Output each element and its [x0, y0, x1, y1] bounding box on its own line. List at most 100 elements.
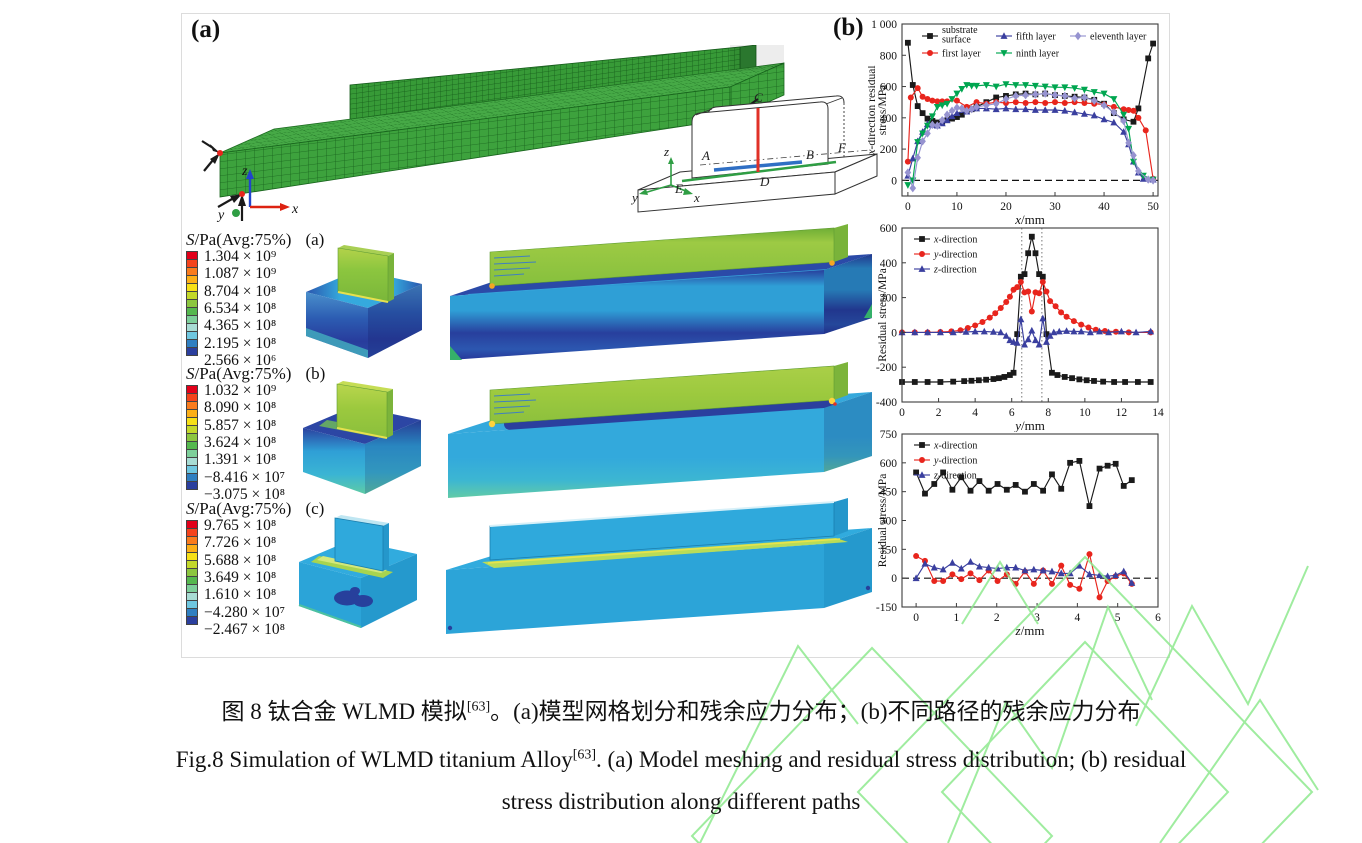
svg-text:0: 0 [891, 327, 897, 339]
colorbar-value: 8.090 × 10⁸ [204, 399, 277, 417]
svg-text:x/mm: x/mm [1014, 212, 1045, 226]
svg-text:600: 600 [880, 223, 898, 235]
substrate-shade [824, 392, 872, 472]
svg-text:8: 8 [1045, 407, 1051, 419]
svg-text:6: 6 [1009, 407, 1015, 419]
svg-text:10: 10 [951, 201, 963, 213]
wall-end-streaks [493, 393, 537, 415]
path-schematic: C D A B E F z y x [630, 90, 878, 213]
subpanel-label: (a) [305, 230, 325, 249]
schematic-edge [825, 97, 843, 105]
svg-text:x-direction: x-direction [933, 441, 977, 452]
svg-text:fifth layer: fifth layer [1016, 32, 1056, 43]
colorbar-value: 5.857 × 10⁸ [204, 416, 277, 434]
schematic-z-label: z [663, 144, 669, 159]
contour-c-section [298, 515, 417, 628]
colorbar-cell [186, 481, 198, 490]
panel-a-label: (a) [191, 16, 221, 43]
chart-y-path: 0 2 4 6 8 10 12 14 -400 -200 0 200 400 600 y/mm Residua… [876, 223, 1164, 432]
colorbar-values: 9.765 × 10⁸ 7.726 × 10⁸ 5.688 × 10⁸ 3.649 ×… [204, 518, 322, 637]
svg-text:1: 1 [954, 612, 960, 624]
substrate-front [303, 428, 365, 494]
colorbar-gradient [186, 520, 198, 625]
svg-text:450: 450 [880, 487, 898, 499]
wall-top-highlight [489, 501, 835, 527]
schematic-y-label: y [630, 190, 638, 205]
substrate-front [446, 544, 824, 634]
colorbar-value: −2.467 × 10⁸ [204, 620, 286, 638]
stress-colorbar-a: S/Pa(Avg:75%) (a) 1.304 × 10⁹ 1.087 × 10⁹ 8… [186, 230, 346, 368]
colorbar-value: 1.610 × 10⁸ [204, 586, 277, 604]
wall-side [834, 224, 848, 262]
svg-text:Residual stress/MPa: Residual stress/MPa [877, 474, 889, 568]
citation-ref: [63] [572, 747, 597, 763]
colorbar-values: 1.304 × 10⁹ 1.087 × 10⁹ 8.704 × 10⁸ 6.534 ×… [204, 249, 322, 368]
point-C-label: C [754, 90, 763, 105]
svg-text:600: 600 [880, 458, 898, 470]
colorbar-value: 6.534 × 10⁸ [204, 299, 277, 317]
caption-zh: 图 8 钛合金 WLMD 模拟[63]。(a)模型网格划分和残余应力分布；(b)… [221, 699, 1141, 724]
mesh-axis-triad: z x y [216, 164, 299, 223]
colorbar-value: −4.280 × 10⁷ [204, 603, 286, 621]
point-B-label: B [806, 147, 814, 162]
z-axis-label: z [241, 164, 248, 179]
colorbar-value: −8.416 × 10⁷ [204, 468, 286, 486]
svg-text:0: 0 [913, 612, 919, 624]
svg-text:4: 4 [1074, 612, 1080, 624]
svg-text:2: 2 [936, 407, 942, 419]
point-F-label: F [837, 140, 847, 155]
schematic-x-label: x [693, 190, 700, 205]
svg-text:ninth layer: ninth layer [1016, 49, 1060, 60]
corner-dot [447, 625, 453, 631]
colorbar-value: 8.704 × 10⁸ [204, 282, 277, 300]
substrate-side [368, 284, 422, 358]
panel-b-label: (b) [833, 14, 864, 41]
colorbar-title: S/Pa(Avg:75%) (a) [186, 230, 325, 249]
colorbar-value: 1.032 × 10⁹ [204, 382, 277, 399]
substrate-shade [368, 284, 422, 358]
colorbar-value: 5.688 × 10⁸ [204, 551, 277, 569]
svg-text:50: 50 [1147, 201, 1159, 213]
navy-blob [353, 595, 373, 607]
x-axis-label: x [291, 202, 299, 217]
contour-c-full [446, 498, 872, 634]
chart-z-path: 0 1 2 3 4 5 6-1500150300450600750z/mmResidual … [876, 429, 1161, 638]
schematic-wall-front [691, 101, 829, 179]
colorbar-gradient [186, 385, 198, 490]
schematic-axes [639, 157, 693, 195]
svg-text:0: 0 [891, 573, 897, 585]
figure-frame [181, 13, 1170, 658]
svg-text:10: 10 [1079, 407, 1091, 419]
wall-side [834, 362, 848, 400]
svg-text:0: 0 [899, 407, 905, 419]
caption-en-line2: stress distribution along different path… [501, 789, 861, 814]
svg-text:-150: -150 [876, 602, 897, 614]
bottom-teal-edge [298, 604, 362, 628]
hot-spot [829, 260, 835, 266]
hot-spot-red [833, 402, 837, 406]
svg-text:200: 200 [880, 144, 898, 156]
svg-text:x-direction residualstress/MPa: x-direction residualstress/MPa [868, 65, 889, 155]
contour-b-section [303, 381, 421, 494]
wall-base-glow [337, 291, 389, 303]
svg-text:z/mm: z/mm [1015, 623, 1045, 638]
colorbar-value: −3.075 × 10⁸ [204, 485, 286, 503]
substrate-side [824, 254, 872, 334]
svg-text:200: 200 [880, 293, 898, 305]
svg-text:z-direction: z-direction [933, 471, 977, 482]
chart-x-path: 0 10 20 30 40 50 0 200 400 600 800 1 000 x/mm x-direc… [868, 19, 1159, 226]
svg-text:400: 400 [880, 113, 898, 125]
svg-text:4: 4 [972, 407, 978, 419]
mesh-shade [730, 45, 784, 73]
wall-top [338, 245, 394, 256]
point-E-label: E [674, 181, 683, 196]
subpanel-label: (c) [305, 499, 325, 518]
substrate-side [824, 392, 872, 472]
svg-text:y-direction: y-direction [933, 456, 977, 467]
stress-colorbar-c: S/Pa(Avg:75%) (c) 9.765 × 10⁸ 7.726 × 10⁸ 5… [186, 499, 346, 637]
svg-text:600: 600 [880, 82, 898, 94]
hot-spot [828, 397, 836, 405]
citation-ref: [63] [466, 699, 491, 715]
